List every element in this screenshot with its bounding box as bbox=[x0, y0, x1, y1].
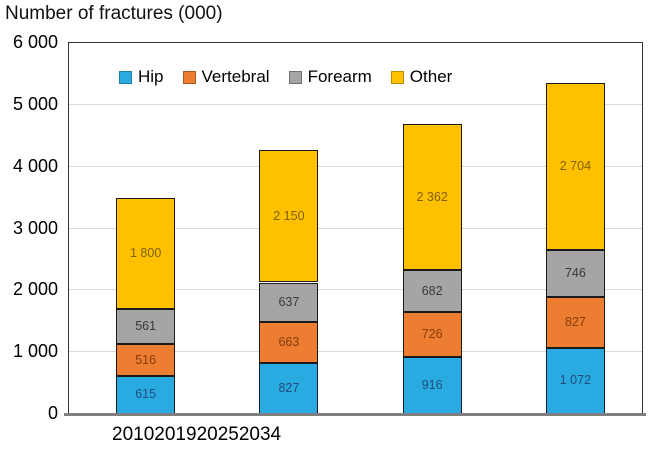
segment-value-label: 561 bbox=[135, 319, 157, 334]
legend-item-forearm: Forearm bbox=[288, 67, 372, 87]
legend-label-hip: Hip bbox=[138, 67, 164, 86]
bar-2025: 916 726 682 2 362 bbox=[402, 124, 462, 414]
bar-2034: 1 072 827 746 2 704 bbox=[545, 83, 605, 414]
segment-hip-2010: 615 bbox=[116, 375, 176, 414]
bar-2019: 827 663 637 2 150 bbox=[259, 149, 319, 414]
y-tick-label-4000: 4 000 bbox=[12, 155, 58, 176]
segment-value-label: 615 bbox=[135, 387, 157, 402]
segment-vertebral-2019: 663 bbox=[259, 321, 319, 363]
segment-value-label: 516 bbox=[135, 352, 157, 367]
plot-area: 615 516 561 1 800 827 663 637 2 150 916 726 682 2 3… bbox=[64, 42, 646, 416]
segment-other-2010: 1 800 bbox=[116, 198, 176, 310]
legend-swatch-other bbox=[390, 70, 404, 84]
x-axis-label-2025: 2025 bbox=[196, 424, 239, 445]
x-axis-label-2019: 2019 bbox=[154, 424, 197, 445]
y-tick-label-0: 0 bbox=[47, 403, 58, 423]
gridline-1000 bbox=[69, 351, 642, 353]
segment-forearm-2010: 561 bbox=[116, 309, 176, 345]
segment-other-2025: 2 362 bbox=[402, 124, 462, 271]
chart-title: Number of fractures (000) bbox=[5, 3, 223, 24]
x-axis-label-2010: 2010 bbox=[112, 424, 155, 445]
x-axis-line bbox=[64, 413, 646, 416]
legend-item-other: Other bbox=[390, 67, 453, 87]
segment-value-label: 827 bbox=[564, 314, 586, 329]
segment-other-2034: 2 704 bbox=[545, 83, 605, 251]
segment-value-label: 827 bbox=[278, 380, 300, 395]
segment-value-label: 2 150 bbox=[273, 208, 305, 223]
y-tick-label-6000: 6 000 bbox=[12, 32, 58, 52]
segment-value-label: 726 bbox=[421, 327, 443, 342]
gridline-2000 bbox=[69, 289, 642, 291]
y-tick-label-3000: 3 000 bbox=[12, 217, 58, 238]
y-tick-label-1000: 1 000 bbox=[12, 341, 58, 362]
segment-forearm-2019: 637 bbox=[259, 282, 319, 322]
legend-swatch-vertebral bbox=[182, 70, 196, 84]
legend-label-other: Other bbox=[409, 67, 453, 86]
segment-value-label: 2 704 bbox=[559, 159, 592, 174]
segment-hip-2034: 1 072 bbox=[545, 347, 605, 414]
legend-item-hip: Hip bbox=[119, 67, 164, 87]
legend: Hip Vertebral Forearm Other bbox=[119, 67, 452, 87]
gridline-3000 bbox=[69, 227, 642, 229]
gridline-5000 bbox=[69, 103, 642, 105]
y-tick-label-2000: 2 000 bbox=[12, 279, 58, 300]
bar-2010: 615 516 561 1 800 bbox=[116, 198, 176, 414]
segment-hip-2019: 827 bbox=[259, 362, 319, 414]
segment-forearm-2025: 682 bbox=[402, 270, 462, 313]
segment-value-label: 1 072 bbox=[559, 373, 592, 388]
x-axis-labels: 2010 2019 2025 2034 bbox=[112, 424, 281, 446]
segment-value-label: 682 bbox=[421, 283, 443, 298]
segment-value-label: 2 362 bbox=[416, 189, 448, 204]
legend-swatch-hip bbox=[119, 70, 132, 84]
segment-value-label: 916 bbox=[421, 378, 443, 393]
segment-forearm-2034: 746 bbox=[545, 250, 605, 297]
legend-label-vertebral: Vertebral bbox=[201, 67, 270, 86]
segment-value-label: 1 800 bbox=[129, 246, 162, 261]
x-axis-label-2034: 2034 bbox=[238, 424, 282, 445]
legend-item-vertebral: Vertebral bbox=[182, 67, 270, 87]
y-tick-label-5000: 5 000 bbox=[12, 93, 58, 114]
segment-hip-2025: 916 bbox=[402, 357, 462, 414]
legend-swatch-forearm bbox=[288, 70, 302, 84]
segment-vertebral-2025: 726 bbox=[402, 312, 462, 358]
segment-vertebral-2010: 516 bbox=[116, 344, 176, 376]
segment-value-label: 663 bbox=[278, 334, 300, 349]
segment-value-label: 637 bbox=[278, 294, 300, 309]
segment-value-label: 746 bbox=[564, 266, 586, 281]
legend-label-forearm: Forearm bbox=[307, 67, 372, 86]
segment-vertebral-2034: 827 bbox=[545, 296, 605, 348]
segment-other-2019: 2 150 bbox=[259, 149, 319, 283]
gridline-4000 bbox=[69, 165, 642, 167]
